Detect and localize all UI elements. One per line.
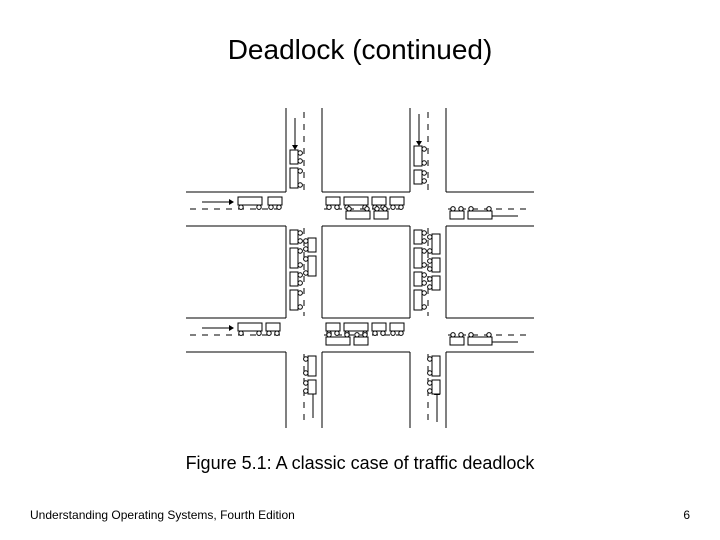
deadlock-figure (186, 108, 534, 428)
footer-text: Understanding Operating Systems, Fourth … (30, 508, 295, 522)
page-title: Deadlock (continued) (0, 34, 720, 66)
figure-caption: Figure 5.1: A classic case of traffic de… (0, 453, 720, 474)
page-number: 6 (683, 508, 690, 522)
